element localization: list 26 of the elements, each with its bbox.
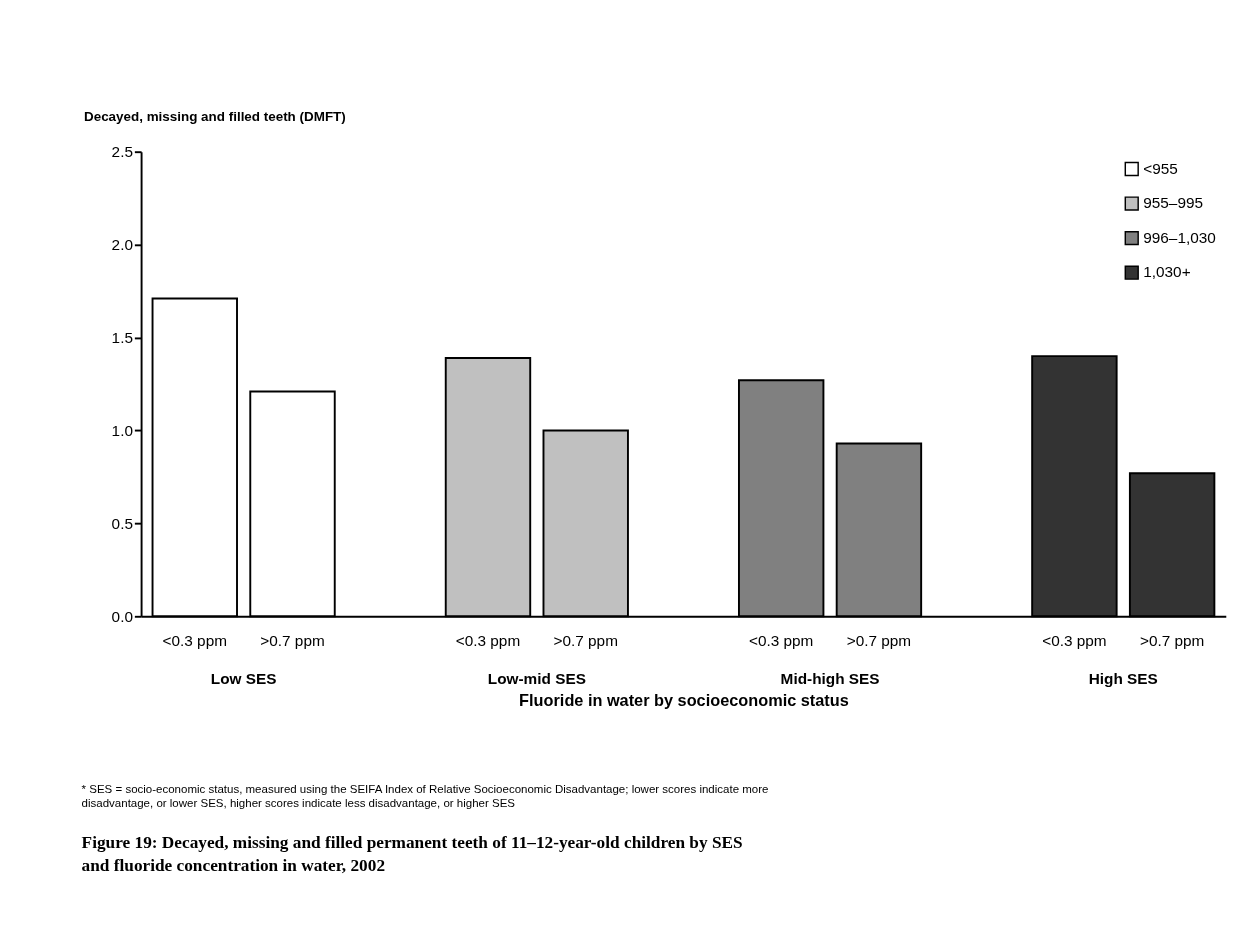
text: Figure 19: Decayed, missing and filled permanent teeth of 11–12-year-old children by SES and fluoride concentration in water, 2002 — [81, 832, 743, 875]
x-tick-label: <0.3 ppm — [1042, 632, 1107, 650]
legend-label: <955 — [1143, 159, 1178, 177]
y-axis-title: Decayed, missing and filled teeth (DMFT) — [83, 108, 346, 124]
x-tick-label: <0.3 ppm — [162, 632, 227, 650]
y-tick-label: 2.0 — [111, 235, 133, 253]
legend-label: 1,030+ — [1143, 263, 1191, 281]
y-tick-label: 1.0 — [111, 421, 133, 439]
x-tick-label: <0.3 ppm — [455, 632, 521, 650]
text: * SES = socio-economic status, measured using the SEIFA Index of Relative Socioeconomic Disadvantage; lower scores indicate more disadvantage, or lower SES, higher scores indicate less disadvantage, or higher SES — [81, 782, 769, 810]
x-tick-label: <0.3 ppm — [748, 632, 814, 650]
x-tick-label: >0.7 ppm — [553, 632, 618, 650]
text: Low-mid SES — [487, 670, 586, 688]
y-tick-label: 1.5 — [111, 328, 133, 346]
legend-label: 996–1,030 — [1143, 228, 1216, 246]
y-tick-label: 2.5 — [111, 142, 133, 160]
text: Low SES — [210, 670, 277, 688]
x-axis-title: Fluoride in water by socioeconomic status — [519, 691, 849, 710]
x-tick-label: >0.7 ppm — [846, 632, 912, 650]
y-tick-label: 0.0 — [111, 607, 133, 625]
x-tick-label: >0.7 ppm — [260, 632, 325, 650]
y-tick-label: 0.5 — [111, 514, 133, 532]
text: Mid-high SES — [780, 670, 880, 688]
text: High SES — [1088, 670, 1158, 688]
legend-label: 955–995 — [1143, 194, 1203, 212]
x-tick-label: >0.7 ppm — [1139, 632, 1205, 650]
